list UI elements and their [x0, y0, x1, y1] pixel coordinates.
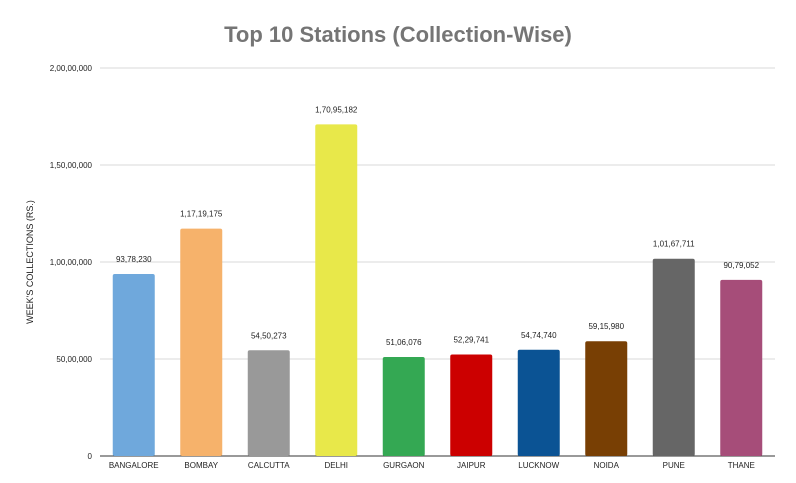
- bar: [112, 274, 155, 456]
- bar: [180, 228, 223, 456]
- y-tick-label: 0: [88, 452, 93, 461]
- data-label: 59,15,980: [588, 322, 624, 331]
- y-tick-label: 1,50,00,000: [50, 161, 93, 170]
- x-tick-label: THANE: [728, 461, 755, 470]
- x-tick-label: NOIDA: [594, 461, 620, 470]
- chart-title: Top 10 Stations (Collection-Wise): [224, 22, 572, 47]
- bar: [585, 341, 628, 456]
- data-label: 1,17,19,175: [180, 210, 223, 219]
- data-label: 51,06,076: [386, 338, 422, 347]
- x-tick-label: CALCUTTA: [248, 461, 290, 470]
- x-tick-label: JAIPUR: [457, 461, 486, 470]
- y-tick-label: 2,00,00,000: [50, 64, 93, 73]
- y-axis-label: WEEK'S COLLECTIONS (RS.): [25, 200, 35, 324]
- data-label: 90,79,052: [723, 261, 759, 270]
- x-tick-label: DELHI: [324, 461, 348, 470]
- y-tick-label: 50,00,000: [56, 355, 92, 364]
- data-label: 54,74,740: [521, 331, 557, 340]
- bar: [720, 279, 763, 456]
- bar: [450, 354, 493, 456]
- x-tick-label: GURGAON: [383, 461, 425, 470]
- bar: [315, 124, 358, 457]
- x-tick-label: PUNE: [663, 461, 685, 470]
- x-tick-label: BANGALORE: [109, 461, 159, 470]
- data-label: 1,70,95,182: [315, 105, 358, 114]
- bar: [382, 356, 425, 456]
- x-tick-label: BOMBAY: [184, 461, 218, 470]
- data-label: 1,01,67,711: [653, 240, 695, 249]
- y-tick-label: 1,00,00,000: [50, 258, 93, 267]
- x-tick-label: LUCKNOW: [518, 461, 559, 470]
- data-label: 93,78,230: [116, 255, 152, 264]
- data-label: 54,50,273: [251, 331, 287, 340]
- bar: [517, 349, 560, 456]
- bar: [652, 258, 695, 456]
- data-label: 52,29,741: [453, 336, 489, 345]
- bar: [247, 350, 290, 456]
